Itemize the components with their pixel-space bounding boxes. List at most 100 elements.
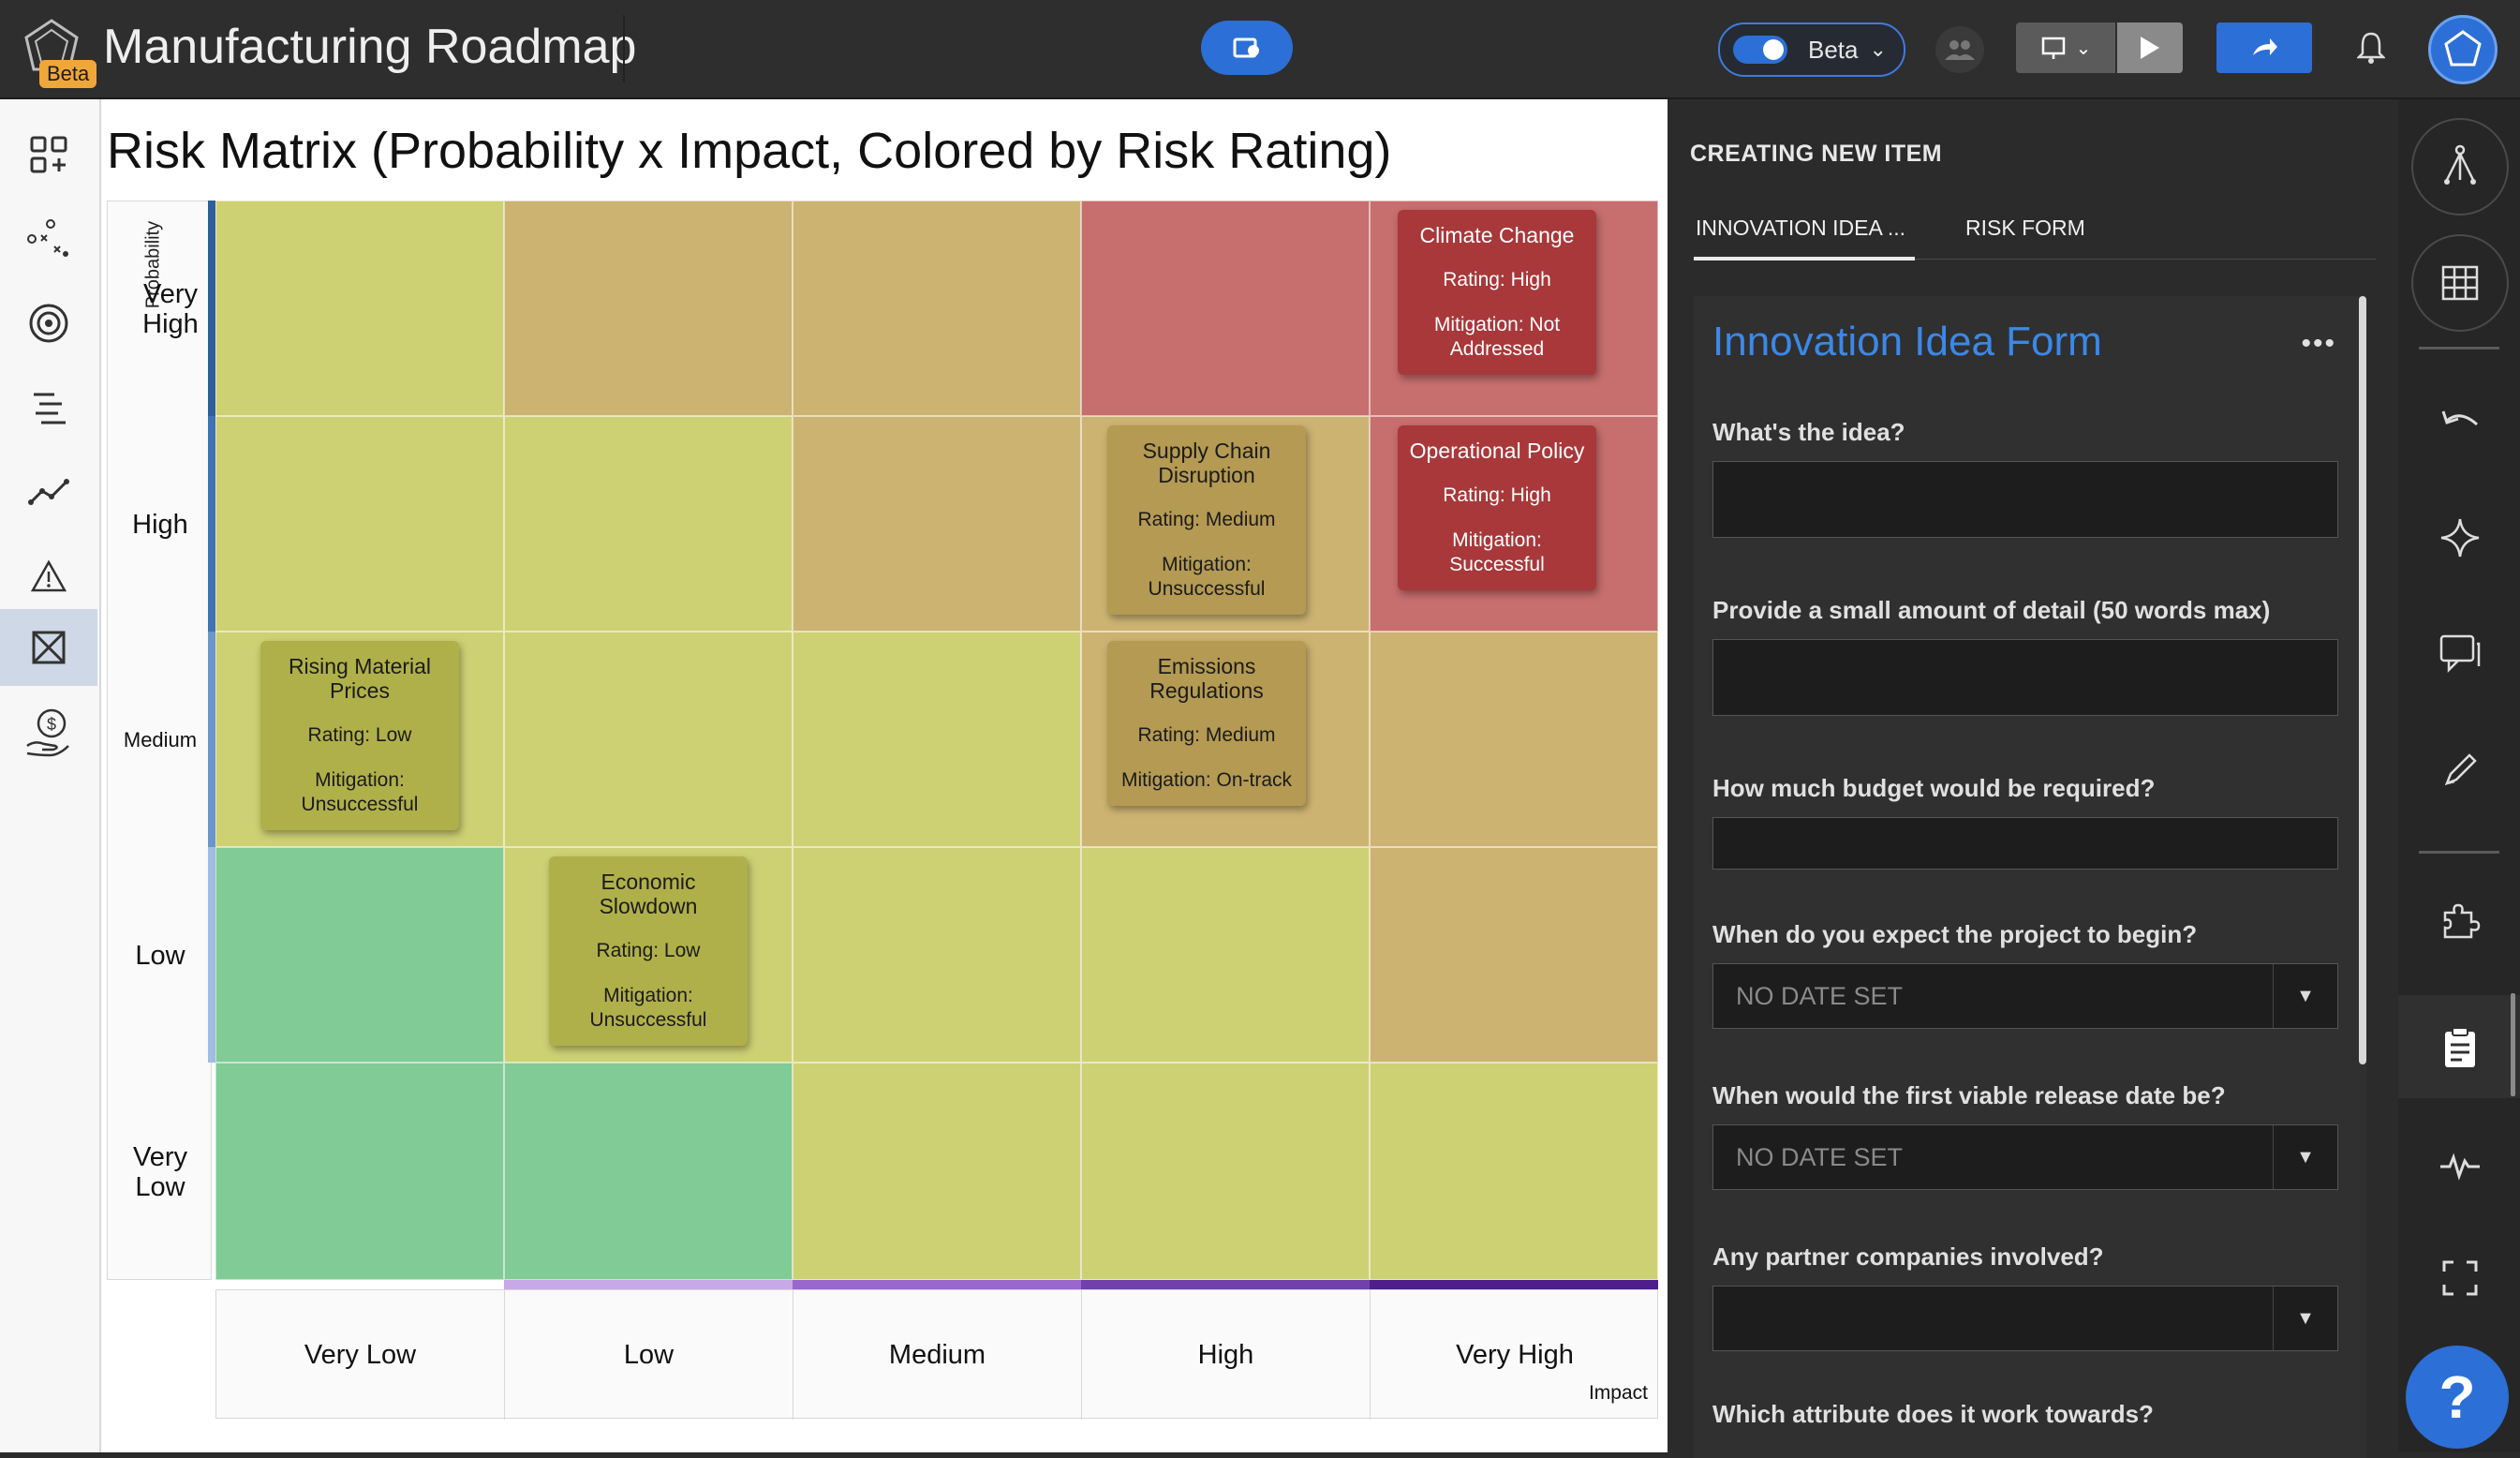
- beta-toggle[interactable]: Beta ⌄: [1718, 22, 1905, 77]
- form-scrollbar[interactable]: [2359, 296, 2366, 1064]
- idea-textarea[interactable]: [1712, 461, 2338, 538]
- risk-card-operational-policy[interactable]: Operational Policy Rating: High Mitigati…: [1398, 425, 1596, 590]
- y-color-strip: [208, 201, 215, 416]
- matrix-cell[interactable]: [793, 847, 1081, 1063]
- sidebar-item-trends[interactable]: [0, 454, 97, 530]
- matrix-cell[interactable]: [793, 632, 1081, 847]
- release-date-select[interactable]: NO DATE SET ▼: [1712, 1124, 2338, 1190]
- sidebar-item-roadmap[interactable]: [0, 369, 97, 446]
- form-title: Innovation Idea Form: [1712, 319, 2102, 364]
- activity-pulse-icon: [2440, 1153, 2480, 1181]
- start-date-select[interactable]: NO DATE SET ▼: [1712, 963, 2338, 1029]
- matrix-cell[interactable]: [215, 201, 504, 416]
- field-label-start-date: When do you expect the project to begin?: [1712, 920, 2198, 948]
- risk-card-emissions-regulations[interactable]: Emissions Regulations Rating: Medium Mit…: [1107, 641, 1306, 806]
- sidebar-item-risk-matrix[interactable]: [0, 609, 97, 686]
- rail-undo-button[interactable]: [2411, 373, 2509, 470]
- risk-card-climate-change[interactable]: Climate Change Rating: High Mitigation: …: [1398, 210, 1596, 375]
- more-options-icon[interactable]: •••: [2301, 328, 2336, 359]
- matrix-cell[interactable]: [1370, 632, 1658, 847]
- dropdown-arrow-icon[interactable]: ▼: [2273, 1125, 2337, 1189]
- rail-sparkle-button[interactable]: [2411, 489, 2509, 587]
- notifications-bell-icon[interactable]: [2350, 22, 2393, 73]
- field-label-partners: Any partner companies involved?: [1712, 1242, 2104, 1271]
- share-button[interactable]: [2216, 22, 2312, 73]
- risk-card-rating: Rating: Medium: [1137, 724, 1276, 746]
- user-avatar[interactable]: [2428, 15, 2498, 84]
- matrix-cell[interactable]: [504, 416, 793, 632]
- panel-heading: CREATING NEW ITEM: [1690, 141, 1943, 167]
- sidebar-item-budget[interactable]: $: [0, 693, 97, 770]
- risk-card-economic-slowdown[interactable]: Economic Slowdown Rating: Low Mitigation…: [549, 856, 748, 1046]
- undo-icon: [2441, 410, 2478, 426]
- x-label-very-high: Very High: [1456, 1339, 1574, 1370]
- tab-risk-form[interactable]: RISK FORM: [1965, 216, 2085, 240]
- rail-fullscreen-button[interactable]: [2411, 1229, 2509, 1327]
- trend-line-icon: [28, 479, 69, 505]
- risk-card-rating: Rating: Medium: [1137, 509, 1276, 530]
- matrix-cell[interactable]: [1081, 201, 1370, 416]
- table-icon: [2441, 265, 2479, 301]
- matrix-cell[interactable]: [1081, 847, 1370, 1063]
- risk-card-title: Climate Change: [1419, 223, 1575, 247]
- matrix-cell[interactable]: [504, 632, 793, 847]
- right-tool-rail: [2398, 99, 2520, 1452]
- fullscreen-icon: [2442, 1260, 2478, 1296]
- risk-card-rising-material-prices[interactable]: Rising Material Prices Rating: Low Mitig…: [260, 641, 459, 830]
- risk-matrix-canvas: Risk Matrix (Probability x Impact, Color…: [101, 99, 1668, 1452]
- detail-textarea[interactable]: [1712, 639, 2338, 716]
- beta-switch[interactable]: [1733, 36, 1787, 64]
- money-hand-icon: $: [26, 708, 69, 757]
- probability-axis: Probability Very High High Medium Low Ve…: [107, 201, 212, 1280]
- risk-card-supply-chain-disruption[interactable]: Supply Chain Disruption Rating: Medium M…: [1107, 425, 1306, 615]
- rail-forms-button[interactable]: [2411, 999, 2509, 1096]
- rail-integrations-button[interactable]: [2411, 871, 2509, 969]
- x-color-strip: [793, 1280, 1081, 1289]
- matrix-cell[interactable]: [793, 201, 1081, 416]
- sidebar-item-risks[interactable]: [0, 538, 97, 615]
- sidebar-item-dashboard[interactable]: [0, 116, 97, 193]
- y-label-low: Low: [135, 941, 185, 971]
- rail-edit-button[interactable]: [2411, 722, 2509, 819]
- risk-card-rating: Rating: High: [1443, 484, 1551, 506]
- partners-select[interactable]: ▼: [1712, 1286, 2338, 1351]
- page-title: Risk Matrix (Probability x Impact, Color…: [107, 123, 1392, 179]
- impact-axis-label: Impact: [1588, 1382, 1648, 1404]
- budget-input[interactable]: [1712, 817, 2338, 870]
- matrix-cell[interactable]: [1370, 1063, 1658, 1280]
- y-label-very-high: Very High: [142, 279, 199, 339]
- dropdown-arrow-icon[interactable]: ▼: [2273, 964, 2337, 1028]
- matrix-cell[interactable]: [504, 1063, 793, 1280]
- risk-card-rating: Rating: High: [1443, 269, 1551, 290]
- dropdown-arrow-icon[interactable]: ▼: [2273, 1287, 2337, 1350]
- tab-innovation-idea[interactable]: INNOVATION IDEA ...: [1696, 216, 1906, 240]
- risk-card-mitigation: Mitigation: Unsuccessful: [301, 769, 419, 815]
- risk-card-rating: Rating: Low: [596, 940, 701, 961]
- collaborators-icon[interactable]: [1935, 26, 1984, 73]
- app-title[interactable]: Manufacturing Roadmap: [103, 20, 637, 74]
- tab-divider: [1694, 259, 2376, 260]
- beta-badge: Beta: [39, 60, 97, 88]
- left-sidebar: $: [0, 99, 101, 1452]
- risk-card-title: Supply Chain Disruption: [1142, 439, 1271, 487]
- view-switch-button[interactable]: [1201, 21, 1293, 75]
- matrix-cell[interactable]: [1081, 1063, 1370, 1280]
- matrix-cell[interactable]: [215, 847, 504, 1063]
- rail-comments-button[interactable]: [2411, 605, 2509, 703]
- matrix-cell[interactable]: [215, 1063, 504, 1280]
- matrix-cell[interactable]: [504, 201, 793, 416]
- rail-activity-button[interactable]: [2411, 1117, 2509, 1214]
- rail-hierarchy-button[interactable]: [2411, 118, 2509, 216]
- matrix-cell[interactable]: [793, 1063, 1081, 1280]
- sidebar-item-goals[interactable]: [0, 285, 97, 362]
- rail-table-button[interactable]: [2411, 234, 2509, 332]
- sidebar-item-strategy[interactable]: [0, 201, 97, 277]
- field-label-idea: What's the idea?: [1712, 418, 1905, 446]
- matrix-cell[interactable]: [1370, 847, 1658, 1063]
- help-button[interactable]: ?: [2406, 1346, 2509, 1449]
- rail-divider: [2419, 347, 2499, 350]
- presentation-menu-button[interactable]: ⌄: [2016, 22, 2115, 73]
- matrix-cell[interactable]: [215, 416, 504, 632]
- matrix-cell[interactable]: [793, 416, 1081, 632]
- play-button[interactable]: [2117, 22, 2183, 73]
